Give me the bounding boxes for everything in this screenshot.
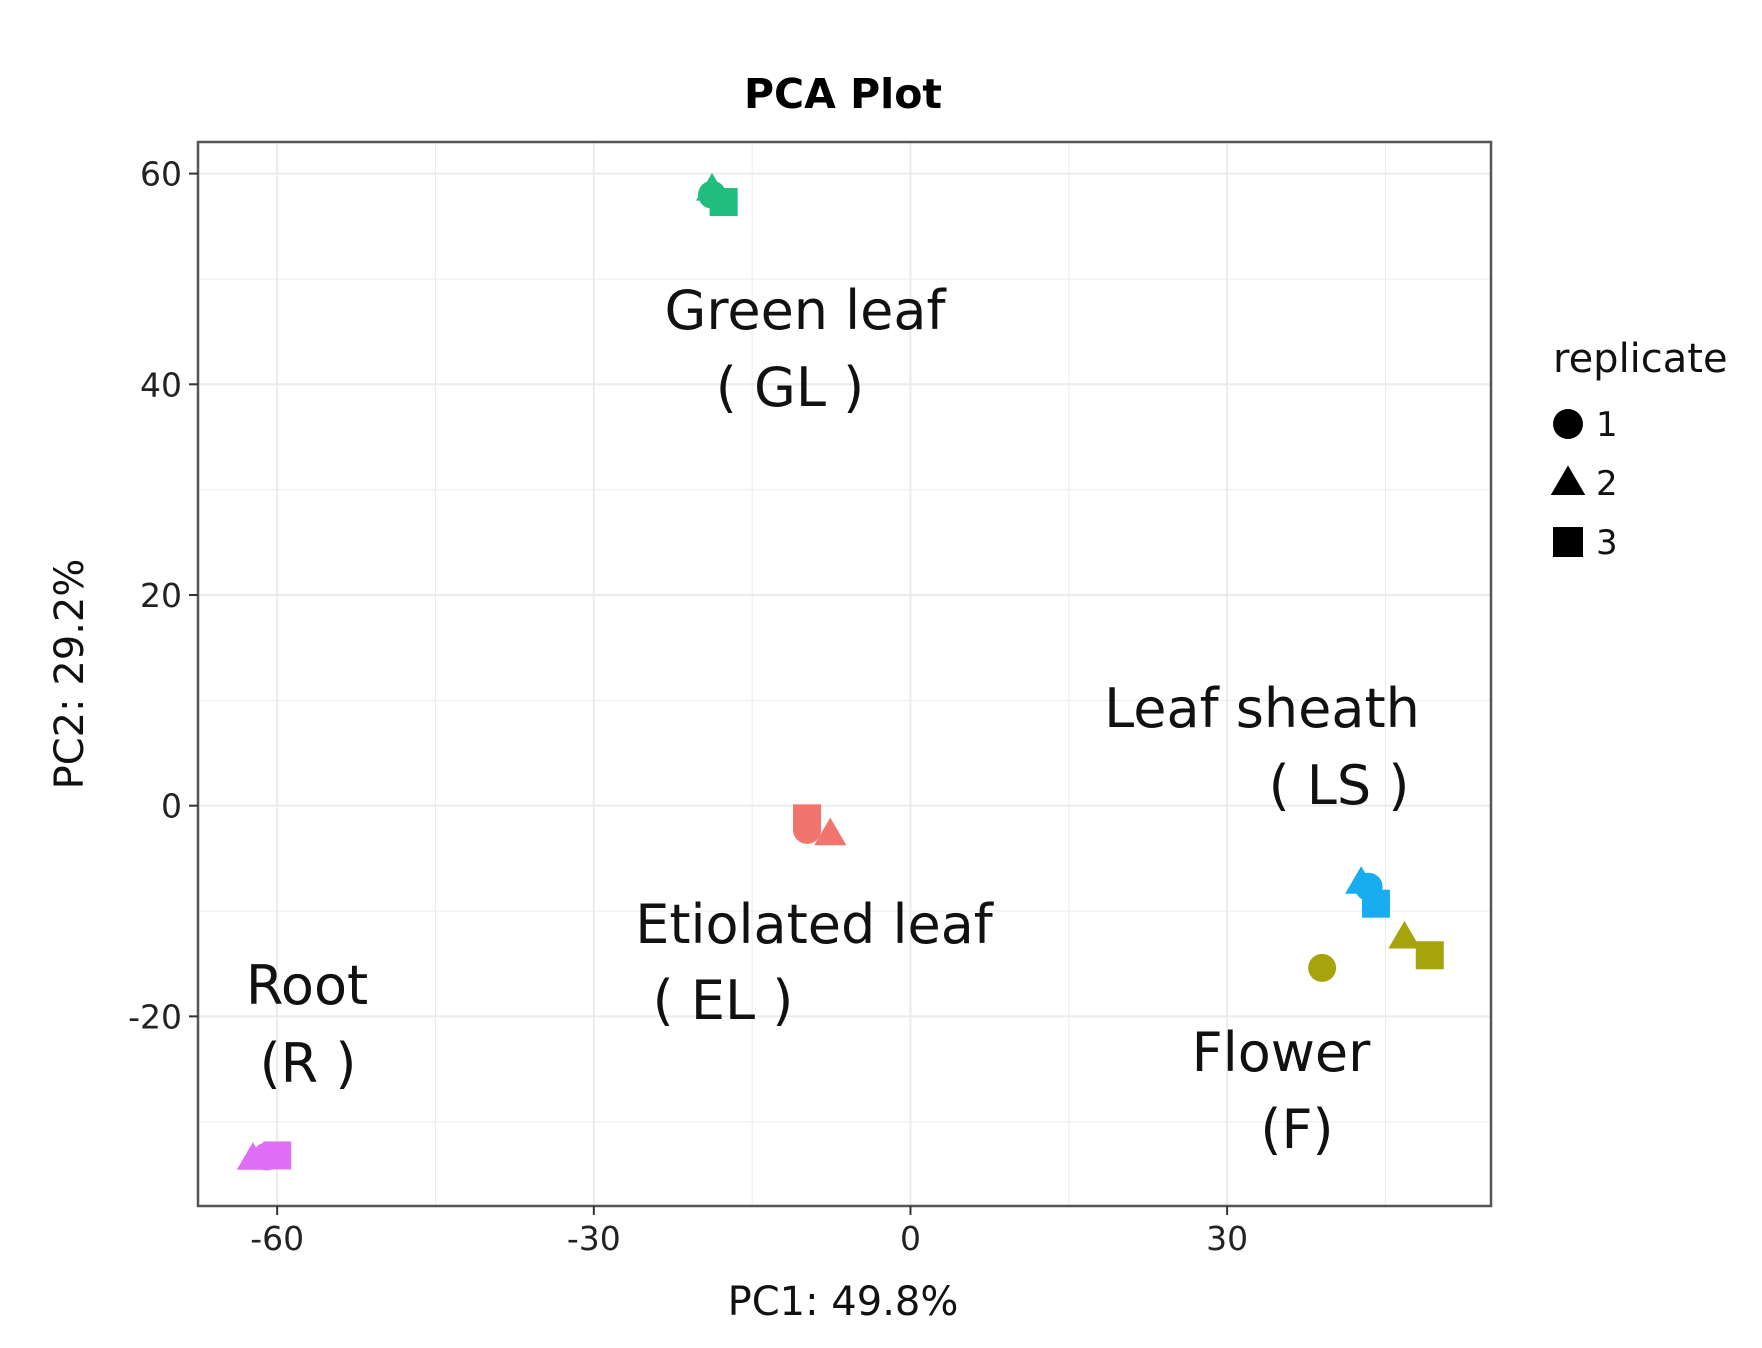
point-flower-rep1 bbox=[1308, 953, 1337, 982]
legend: replicate 1 2 3 bbox=[1550, 336, 1728, 563]
point-leaf-sheath-rep3 bbox=[1361, 889, 1390, 918]
legend-label: 2 bbox=[1596, 464, 1618, 504]
annotation-leaf-sheath: Leaf sheath bbox=[1104, 677, 1420, 740]
annotation-flower: Flower bbox=[1192, 1021, 1371, 1084]
y-tick-label: -20 bbox=[128, 997, 182, 1036]
legend-label: 3 bbox=[1596, 523, 1618, 563]
legend-key-triangle bbox=[1550, 465, 1586, 495]
y-axis-ticks: -20 0 20 40 60 bbox=[128, 155, 198, 1036]
plot-panel-background bbox=[198, 142, 1491, 1206]
point-green-leaf-rep3 bbox=[709, 188, 738, 217]
annotation-flower-abbrev: (F) bbox=[1260, 1098, 1333, 1161]
legend-key-square bbox=[1553, 527, 1583, 557]
chart-title: PCA Plot bbox=[744, 70, 942, 118]
legend-entries: 1 2 3 bbox=[1550, 405, 1618, 563]
annotation-leaf-sheath-abbrev: ( LS ) bbox=[1269, 754, 1410, 817]
x-tick-label: 30 bbox=[1206, 1219, 1248, 1258]
x-tick-label: -60 bbox=[250, 1219, 304, 1258]
annotation-green-leaf-abbrev: ( GL ) bbox=[716, 356, 864, 419]
annotation-root-abbrev: (R ) bbox=[260, 1032, 357, 1095]
point-root-rep3 bbox=[263, 1141, 292, 1170]
x-tick-label: 0 bbox=[900, 1219, 921, 1258]
x-tick-label: -30 bbox=[567, 1219, 621, 1258]
point-root-rep2 bbox=[236, 1142, 269, 1170]
annotation-etiolated-leaf-abbrev: ( EL ) bbox=[653, 969, 794, 1032]
legend-title: replicate bbox=[1553, 336, 1728, 382]
plot-panel-border bbox=[196, 140, 1493, 1208]
annotation-root: Root bbox=[246, 954, 368, 1017]
legend-key-circle bbox=[1553, 409, 1583, 439]
x-axis-label: PC1: 49.8% bbox=[728, 1279, 959, 1325]
y-tick-label: 40 bbox=[140, 365, 182, 404]
grid bbox=[198, 142, 1491, 1206]
point-etiolated-leaf-rep3 bbox=[793, 804, 822, 833]
y-tick-label: 20 bbox=[140, 576, 182, 615]
point-flower-rep2 bbox=[1388, 920, 1421, 949]
data-points bbox=[236, 172, 1444, 1171]
point-etiolated-leaf-rep2 bbox=[814, 817, 847, 846]
annotation-green-leaf: Green leaf bbox=[664, 279, 947, 342]
point-flower-rep3 bbox=[1415, 941, 1444, 970]
y-tick-label: 60 bbox=[140, 155, 182, 194]
x-axis-ticks: -60 -30 0 30 bbox=[250, 1206, 1248, 1258]
legend-label: 1 bbox=[1596, 405, 1618, 445]
annotation-etiolated-leaf: Etiolated leaf bbox=[635, 893, 995, 956]
y-tick-label: 0 bbox=[161, 787, 182, 826]
y-axis-label: PC2: 29.2% bbox=[47, 559, 93, 790]
point-leaf-sheath-rep2 bbox=[1345, 866, 1378, 894]
